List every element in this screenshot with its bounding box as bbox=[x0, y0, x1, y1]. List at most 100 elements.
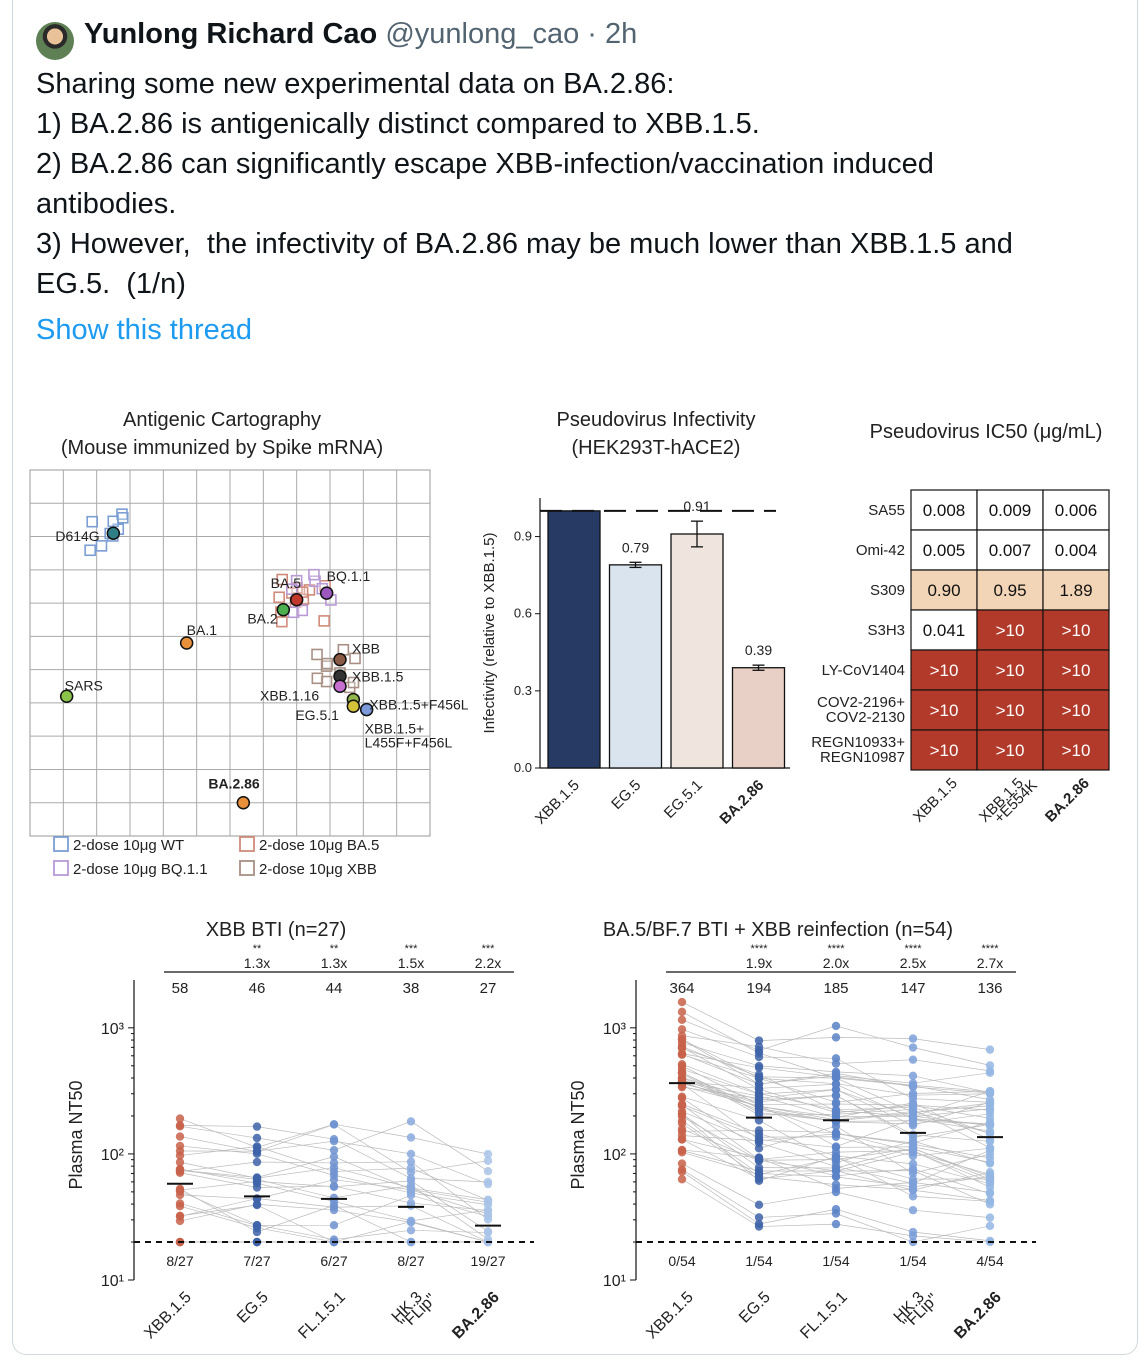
sample-point bbox=[252, 1133, 262, 1143]
point-label: XBB.1.5 bbox=[352, 668, 404, 684]
timestamp[interactable]: 2h bbox=[605, 18, 638, 50]
below-lod-label: 8/27 bbox=[166, 1253, 193, 1269]
avatar[interactable] bbox=[36, 22, 74, 60]
tweet-card[interactable] bbox=[12, 0, 1138, 1355]
x-tick-label: EG.5.1 bbox=[661, 777, 706, 822]
antiserum-square bbox=[116, 512, 129, 524]
heatmap-value: >10 bbox=[996, 661, 1025, 680]
significance-label: *** bbox=[405, 943, 419, 955]
legend-label: 2-dose 10μg BA.5 bbox=[259, 837, 379, 854]
sample-point bbox=[677, 997, 687, 1007]
sample-point bbox=[677, 1060, 687, 1069]
sample-point bbox=[831, 1155, 841, 1164]
sample-point bbox=[329, 1175, 339, 1184]
sample-point bbox=[754, 1163, 764, 1172]
sample-point bbox=[329, 1221, 339, 1230]
figure-image[interactable]: Antigenic Cartography (Mouse immunized by… bbox=[24, 390, 1124, 1350]
fold-change-label: 2.5x bbox=[900, 955, 926, 971]
heatmap-value: >10 bbox=[996, 701, 1025, 720]
sample-point bbox=[329, 1152, 339, 1161]
antiserum-square bbox=[86, 515, 98, 528]
sample-point bbox=[754, 1073, 764, 1083]
heatmap-value: 0.008 bbox=[923, 501, 966, 520]
sample-point bbox=[329, 1135, 339, 1144]
sample-point bbox=[985, 1159, 995, 1168]
significance-label: *** bbox=[482, 943, 496, 955]
fold-change-label: 2.7x bbox=[977, 955, 1003, 971]
heatmap-value: 0.009 bbox=[989, 501, 1032, 520]
bar bbox=[547, 510, 601, 769]
chart-title: Pseudovirus IC50 (μg/mL) bbox=[870, 421, 1103, 443]
geomean-label: 38 bbox=[403, 980, 420, 997]
legend-swatch bbox=[239, 836, 255, 852]
author-name[interactable]: Yunlong Richard Cao bbox=[84, 18, 378, 50]
point-label: BQ.1.1 bbox=[327, 568, 371, 584]
sample-point bbox=[329, 1158, 339, 1168]
sample-point bbox=[406, 1174, 416, 1183]
sample-point bbox=[831, 1184, 841, 1193]
heatmap-value: 0.95 bbox=[993, 581, 1026, 600]
below-lod-label: 1/54 bbox=[899, 1253, 926, 1269]
sample-point bbox=[677, 1015, 687, 1025]
sample-point bbox=[175, 1216, 185, 1226]
tweet-header: Yunlong Richard Cao @yunlong_cao · 2h bbox=[84, 18, 637, 51]
y-axis-label: Infectivity (relative to XBB.1.5) bbox=[481, 533, 498, 734]
sample-point bbox=[754, 1213, 764, 1222]
y-tick-label: 0.3 bbox=[514, 683, 532, 698]
sample-point bbox=[908, 1089, 918, 1098]
sample-point bbox=[908, 1034, 918, 1043]
chart-title: BA.5/BF.7 BTI + XBB reinfection (n=54) bbox=[603, 919, 953, 941]
sample-point bbox=[329, 1167, 339, 1176]
sample-point bbox=[985, 1095, 995, 1104]
point-label: SARS bbox=[65, 677, 103, 693]
row-label: S309 bbox=[870, 582, 905, 599]
tweet-line: antibodies. bbox=[36, 188, 177, 220]
fold-change-label: 2.0x bbox=[823, 955, 849, 971]
sample-point bbox=[252, 1142, 262, 1151]
x-tick-label: EG.5 bbox=[608, 777, 644, 813]
sample-point bbox=[985, 1175, 995, 1184]
point-label: D614G bbox=[55, 528, 99, 544]
heatmap-cell bbox=[976, 729, 1044, 771]
sample-point bbox=[754, 1138, 764, 1147]
chart-title: XBB BTI (n=27) bbox=[206, 919, 347, 941]
antigen-point bbox=[333, 679, 347, 694]
sample-point bbox=[406, 1185, 416, 1194]
heatmap-cell bbox=[910, 729, 978, 771]
antigen-point bbox=[359, 702, 374, 717]
antiserum-square bbox=[107, 515, 120, 528]
antigen-point bbox=[319, 586, 334, 600]
antiserum-square bbox=[347, 676, 360, 689]
sample-point bbox=[406, 1133, 416, 1142]
antiserum-square bbox=[309, 575, 321, 588]
row-label: COV2-2130 bbox=[826, 709, 905, 726]
sample-point bbox=[677, 1159, 687, 1168]
fold-change-label: 1.3x bbox=[244, 955, 270, 971]
heatmap-value: 0.004 bbox=[1055, 541, 1098, 560]
author-handle[interactable]: @yunlong_cao bbox=[385, 18, 580, 50]
below-lod-label: 8/27 bbox=[397, 1253, 424, 1269]
y-tick-label: 0.9 bbox=[514, 529, 532, 544]
sample-point bbox=[908, 1185, 918, 1195]
heatmap-value: 0.006 bbox=[1055, 501, 1098, 520]
chart-subtitle: (Mouse immunized by Spike mRNA) bbox=[61, 437, 383, 459]
fold-change-label: 1.3x bbox=[321, 955, 347, 971]
sample-point bbox=[831, 1129, 841, 1138]
x-tick-label: EG.5 bbox=[736, 1289, 774, 1327]
sample-point bbox=[831, 1209, 841, 1218]
sample-point bbox=[677, 1092, 687, 1101]
x-tick-label: FL.1.5.1 bbox=[797, 1289, 851, 1343]
show-thread-link[interactable]: Show this thread bbox=[36, 314, 253, 346]
sample-point bbox=[406, 1198, 416, 1208]
heatmap-value: >10 bbox=[1062, 741, 1091, 760]
sample-point bbox=[483, 1149, 493, 1159]
geomean-label: 194 bbox=[746, 980, 771, 997]
point-label: BA.2.86 bbox=[208, 776, 260, 792]
below-lod-label: 7/27 bbox=[243, 1253, 270, 1269]
y-tick-label: 10² bbox=[603, 1147, 627, 1164]
point-label: XBB.1.16 bbox=[260, 687, 319, 703]
heatmap-value: >10 bbox=[930, 741, 959, 760]
separator-dot: · bbox=[587, 18, 597, 50]
heatmap-value: 1.89 bbox=[1059, 581, 1092, 600]
heatmap-cell bbox=[1042, 729, 1110, 771]
